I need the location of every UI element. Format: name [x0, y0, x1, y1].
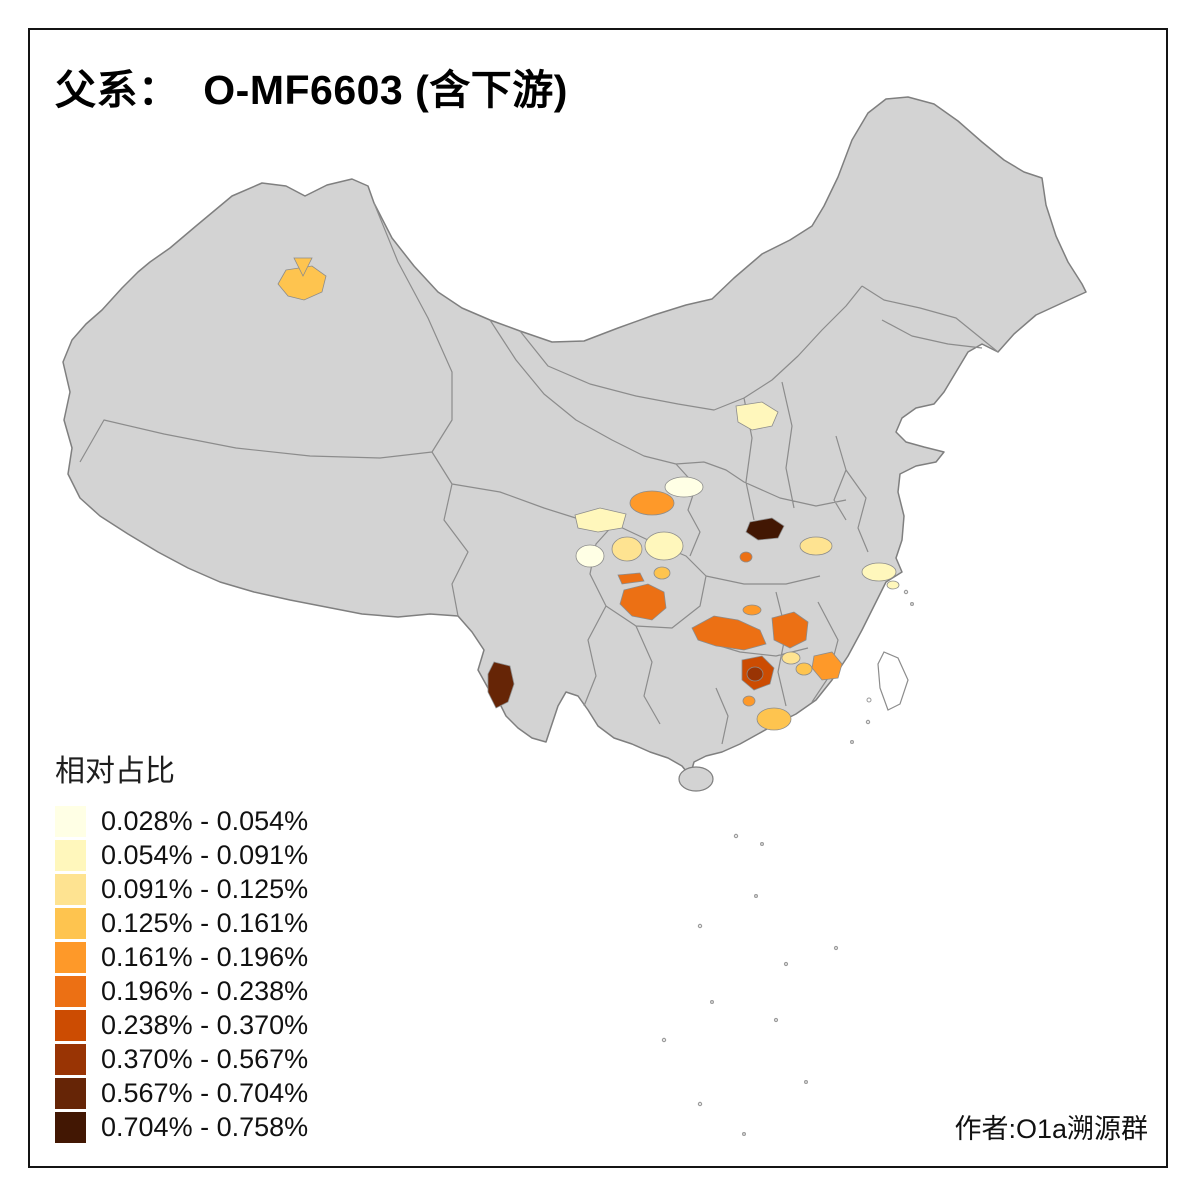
penghu-island [866, 697, 872, 703]
legend-swatch [55, 805, 86, 837]
hainan-island [678, 766, 714, 792]
legend-row: 0.370% - 0.567% [55, 1042, 308, 1076]
legend-label: 0.091% - 0.125% [101, 873, 309, 904]
region-xinjiang-patch [277, 265, 327, 301]
colored-regions [277, 257, 900, 731]
legend-swatch [55, 1077, 86, 1109]
taiwan-island [877, 651, 909, 711]
legend-row: 0.238% - 0.370% [55, 1008, 308, 1042]
region-gansu-east-patch [735, 401, 779, 431]
region-sichuan-north-patch [611, 536, 643, 562]
legend-row: 0.196% - 0.238% [55, 974, 308, 1008]
region-sichuan-west-patch [575, 544, 605, 568]
legend-swatch [55, 975, 86, 1007]
legend-swatch [55, 1043, 86, 1075]
legend-label: 0.125% - 0.161% [101, 907, 309, 938]
region-guangdong-north-dot [742, 695, 756, 707]
legend-label: 0.196% - 0.238% [101, 975, 309, 1006]
region-sichuan-east-dot [653, 566, 671, 580]
legend-label: 0.370% - 0.567% [101, 1043, 309, 1074]
region-anhui-patch [799, 536, 833, 556]
page-title: 父系： O-MF6603 (含下游) [55, 67, 568, 113]
region-shanghai-dot [886, 580, 900, 590]
legend-label: 0.054% - 0.091% [101, 839, 309, 870]
legend-row: 0.161% - 0.196% [55, 940, 308, 974]
legend-swatch [55, 839, 86, 871]
legend-label: 0.567% - 0.704% [101, 1077, 309, 1108]
legend-title: 相对占比 [55, 755, 175, 788]
legend-swatch [55, 873, 86, 905]
legend-label: 0.161% - 0.196% [101, 941, 309, 972]
legend-row: 0.567% - 0.704% [55, 1076, 308, 1110]
region-guangdong-patch [756, 707, 792, 731]
legend-label: 0.704% - 0.758% [101, 1111, 309, 1142]
legend-swatch [55, 941, 86, 973]
south-china-sea-islands [661, 589, 914, 1136]
legend-row: 0.091% - 0.125% [55, 872, 308, 906]
region-hunan-north-dash [742, 604, 762, 616]
region-hubei-dark-patch [745, 517, 785, 541]
legend-row: 0.704% - 0.758% [55, 1110, 308, 1144]
region-hubei-south-dot [739, 551, 753, 563]
attribution-text: 作者:O1a溯源群 [954, 1114, 1148, 1144]
legend-label: 0.238% - 0.370% [101, 1009, 309, 1040]
legend-row: 0.028% - 0.054% [55, 804, 308, 838]
legend-row: 0.125% - 0.161% [55, 906, 308, 940]
legend-swatch [55, 907, 86, 939]
region-jiangsu-patch [861, 562, 897, 582]
region-sichuan-northwest-patch [574, 507, 627, 533]
china-mainland-shape [62, 96, 1087, 777]
region-jiangxi-north-patch [771, 611, 809, 649]
region-fujian-west-patch [811, 651, 843, 681]
region-sichuan-central-patch [644, 531, 684, 561]
region-xinjiang-marker [293, 257, 313, 277]
region-sichuan-south-patch [619, 583, 667, 621]
region-gansu-south-patch [629, 490, 675, 516]
region-yunnan-west-patch [487, 661, 515, 709]
legend-row: 0.054% - 0.091% [55, 838, 308, 872]
region-ganzhou-dot [795, 662, 813, 676]
region-jiangxi-south-dot [781, 651, 801, 665]
region-hunan-south-core [746, 666, 764, 682]
legend-swatch [55, 1111, 86, 1143]
legend: 相对占比 0.028% - 0.054% 0.054% - 0.091% 0.0… [55, 746, 308, 1144]
region-chengdu-patch [617, 572, 645, 585]
legend-label: 0.028% - 0.054% [101, 805, 309, 836]
region-guizhou-band [691, 615, 767, 651]
region-shaanxi-south-patch [664, 476, 704, 498]
legend-swatch [55, 1009, 86, 1041]
